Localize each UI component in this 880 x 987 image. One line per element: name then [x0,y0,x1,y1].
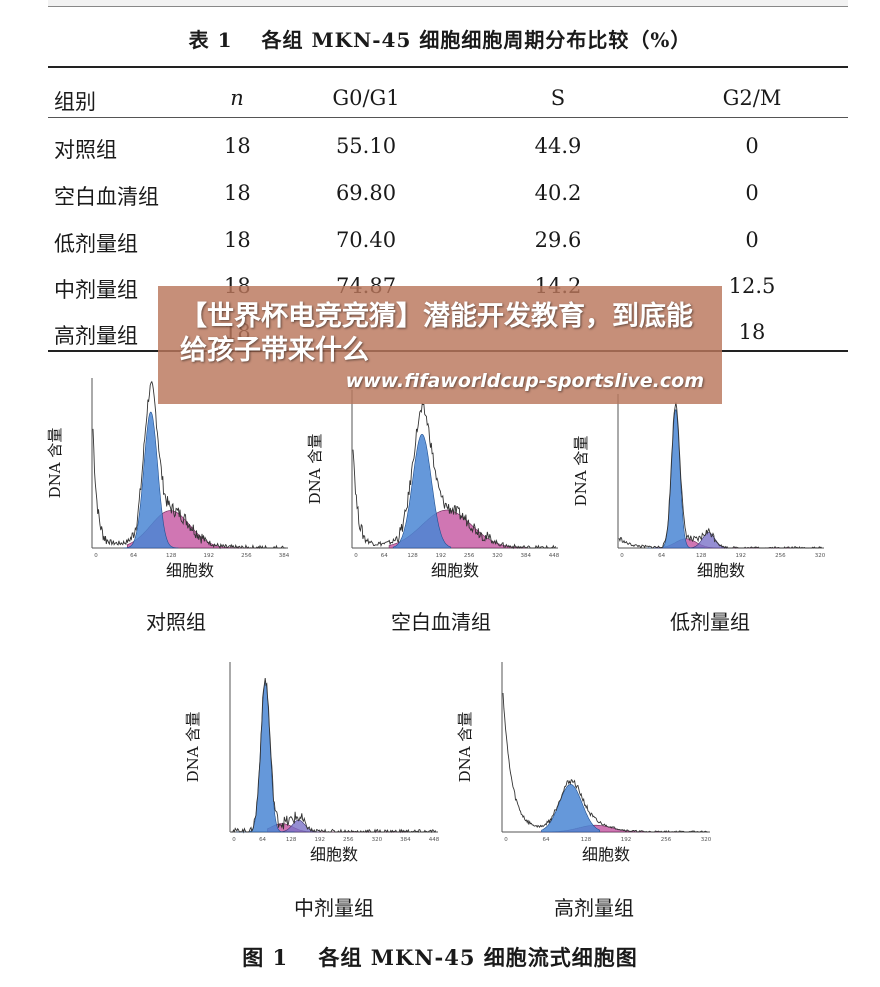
row-s: 40.2 [534,181,582,205]
x-tick-label: 256 [343,837,354,843]
histogram-outline [352,402,557,550]
histogram-outline [92,380,286,550]
histogram-panel-blank-serum: DNA 含量 0 64 128 192 256 320 384 448 细胞数 [306,380,566,600]
row-group: 低剂量组 [54,232,138,256]
x-tick-label: 128 [407,553,418,559]
panel-label-mid-dose: 中剂量组 [294,896,374,920]
x-axis-label: 细胞数 [166,561,214,580]
x-tick-label: 0 [354,553,358,559]
x-tick-label: 64 [658,553,665,559]
x-tick-label: 128 [581,837,592,843]
x-tick-label: 64 [259,837,266,843]
page-top-edge [48,0,848,7]
x-axis-label: 细胞数 [310,845,358,864]
x-tick-label: 192 [436,553,447,559]
row-group: 高剂量组 [54,324,138,348]
histogram-outline [231,677,437,834]
row-g0g1: 70.40 [335,228,397,252]
g1-peak-area [392,433,452,549]
x-tick-label: 64 [381,553,388,559]
x-tick-label: 384 [400,837,411,843]
x-tick-label: 64 [130,553,137,559]
x-tick-label: 448 [429,837,440,843]
histogram-outline [502,692,708,833]
row-g2m: 18 [738,320,766,344]
x-tick-label: 0 [232,837,236,843]
x-tick-label: 448 [549,553,560,559]
g1-peak-area [236,682,295,833]
row-n: 18 [224,181,251,205]
x-tick-label: 192 [204,553,215,559]
x-tick-label: 256 [661,837,672,843]
histogram-panel-mid-dose: DNA 含量 0 64 128 192 256 320 384 448 细胞数 [184,652,446,884]
x-tick-label: 320 [372,837,383,843]
histogram-panel-high-dose: DNA 含量 0 64 128 192 256 320 细胞数 [456,652,718,884]
figure-caption: 图 1 各组 MKN-45 细胞流式细胞图 [242,945,638,970]
table-header-rule [48,117,848,118]
y-axis-label: DNA 含量 [306,434,324,505]
row-s: 44.9 [534,134,582,158]
row-g2m: 0 [745,134,759,158]
panel-label-low-dose: 低剂量组 [670,610,750,634]
x-tick-label: 256 [241,553,252,559]
watermark-url: www.fifaworldcup-sportslive.com [345,370,704,392]
x-tick-label: 320 [815,553,826,559]
x-tick-label: 320 [492,553,503,559]
watermark-banner: 【世界杯电竞竞猜】潜能开发教育，到底能给孩子带来什么 www.fifaworld… [158,286,722,404]
row-group: 中剂量组 [54,278,138,302]
x-tick-label: 0 [94,553,98,559]
row-n: 18 [224,134,251,158]
x-tick-label: 0 [620,553,624,559]
header-group: 组别 [54,90,96,114]
x-tick-label: 256 [775,553,786,559]
y-axis-label: DNA 含量 [184,712,202,783]
row-group: 空白血清组 [54,185,159,209]
x-tick-label: 384 [520,553,531,559]
header-g0g1: G0/G1 [332,86,400,110]
x-tick-label: 128 [286,837,297,843]
g1-peak-area [541,784,601,833]
row-g0g1: 69.80 [335,181,397,205]
row-g2m: 12.5 [728,274,776,298]
y-axis-label: DNA 含量 [572,436,590,507]
x-tick-label: 192 [736,553,747,559]
x-tick-label: 320 [701,837,712,843]
y-axis-label: DNA 含量 [46,428,64,499]
panel-label-high-dose: 高剂量组 [554,896,634,920]
x-axis-label: 细胞数 [582,845,630,864]
histogram-panel-low-dose: DNA 含量 0 64 128 192 256 320 细胞数 [572,384,832,600]
x-axis-label: 细胞数 [431,561,479,580]
x-tick-label: 256 [464,553,475,559]
table-caption: 表 1 各组 MKN-45 细胞细胞周期分布比较（%） [188,28,692,52]
row-g2m: 0 [745,181,759,205]
x-axis-label: 细胞数 [697,561,745,580]
header-g2m: G2/M [722,86,782,110]
row-n: 18 [224,228,251,252]
x-tick-label: 128 [696,553,707,559]
g1-peak-area [646,409,705,549]
x-tick-label: 128 [166,553,177,559]
watermark-title: 【世界杯电竞竞猜】潜能开发教育，到底能给孩子带来什么 [180,301,693,366]
g1-peak-area [123,411,179,549]
x-tick-label: 64 [543,837,550,843]
x-tick-label: 192 [314,837,325,843]
row-s: 29.6 [534,228,582,252]
table-top-rule [48,66,848,68]
row-g2m: 0 [745,228,759,252]
panel-label-control: 对照组 [146,610,206,634]
y-axis-label: DNA 含量 [456,712,474,783]
row-g0g1: 55.10 [335,134,397,158]
histogram-outline [618,402,823,549]
header-s: S [550,86,566,110]
x-tick-label: 384 [279,553,290,559]
histogram-panel-control: DNA 含量 0 64 128 192 256 384 细胞数 [46,368,296,600]
row-group: 对照组 [54,138,117,162]
x-tick-label: 192 [621,837,632,843]
panel-label-blank-serum: 空白血清组 [391,610,491,634]
header-n: n [230,86,244,110]
x-tick-label: 0 [504,837,508,843]
